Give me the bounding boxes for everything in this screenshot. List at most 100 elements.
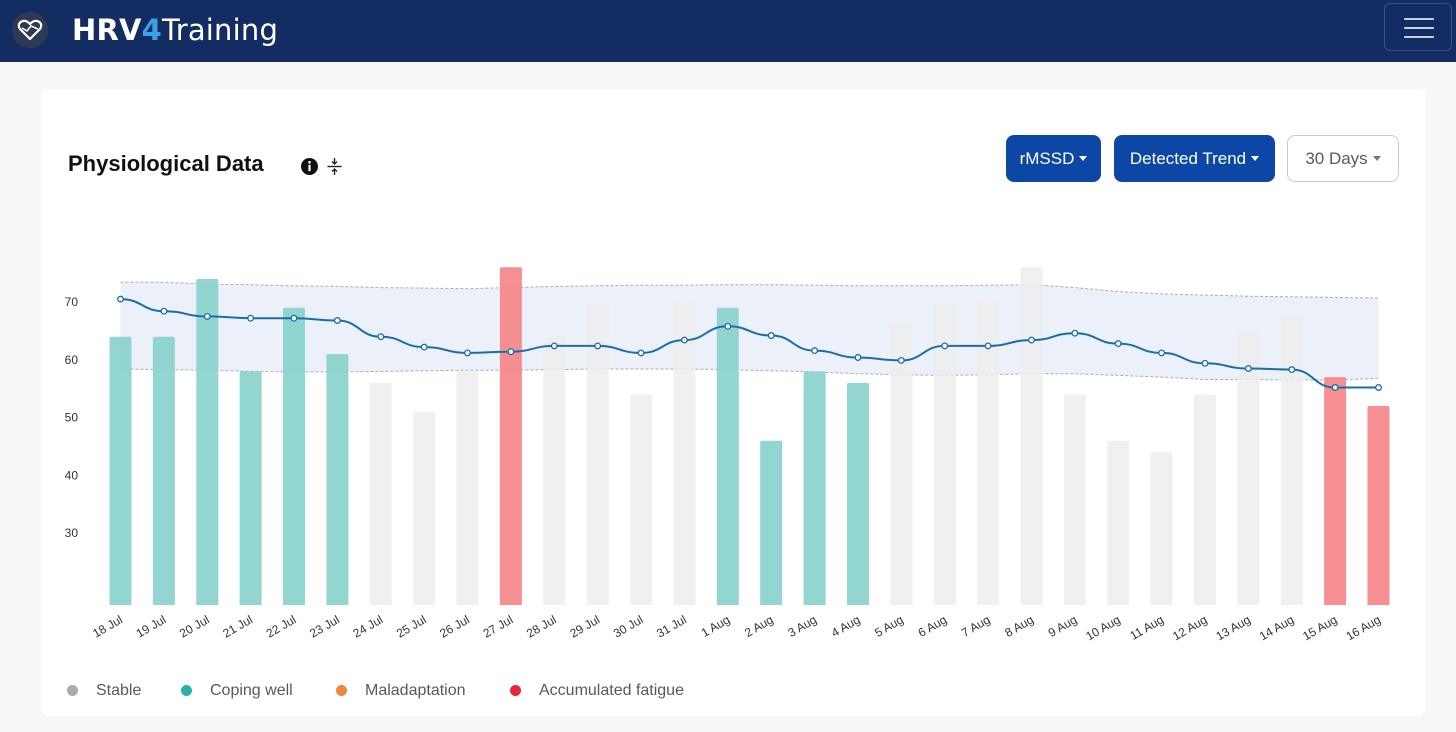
trend-point (290, 314, 298, 322)
y-tick-label: 50 (65, 411, 79, 425)
x-tick-label: 25 Jul (394, 612, 429, 640)
bar-1-aug (716, 307, 739, 605)
trend-point (767, 332, 775, 339)
bar-10-aug (1107, 440, 1130, 605)
x-tick-label: 3 Aug (786, 612, 820, 639)
range-dropdown-button[interactable]: 30 Days (1287, 135, 1399, 182)
x-tick-label: 19 Jul (134, 612, 169, 640)
trend-point (247, 314, 255, 322)
trend-dropdown-label: Detected Trend (1129, 149, 1247, 168)
bar-12-aug (1194, 394, 1216, 605)
x-tick-label: 7 Aug (959, 612, 993, 639)
legend-dot-stable (67, 685, 78, 696)
trend-point (1158, 349, 1166, 357)
x-tick-label: 5 Aug (872, 612, 906, 639)
bar-24-jul (369, 382, 392, 605)
x-tick-label: 21 Jul (220, 612, 255, 640)
x-tick-label: 26 Jul (437, 612, 472, 640)
legend-label-stable[interactable]: Stable (96, 682, 142, 699)
collapse-icon[interactable] (325, 157, 344, 176)
hamburger-line-icon (1404, 27, 1434, 29)
caret-down-icon (1251, 156, 1260, 161)
x-tick-label: 16 Aug (1344, 612, 1383, 643)
trend-dropdown-button[interactable]: Detected Trend (1114, 135, 1275, 182)
legend-dot-accumulated-fatigue (510, 685, 521, 696)
trend-line (120, 298, 1379, 389)
trend-point (1375, 384, 1382, 391)
legend-dot-maladaptation (336, 685, 347, 696)
bar-22-jul (283, 307, 305, 605)
metric-dropdown-button[interactable]: rMSSD (1006, 135, 1101, 182)
bar-28-jul (543, 336, 566, 605)
x-tick-label: 23 Jul (307, 612, 342, 640)
x-tick-label: 13 Aug (1214, 612, 1253, 643)
brand-four: 4 (141, 13, 163, 47)
info-icon[interactable] (300, 157, 319, 176)
bar-19-jul (152, 336, 175, 605)
x-tick-label: 30 Jul (611, 612, 646, 640)
trend-point (377, 333, 385, 341)
trend-point (1071, 329, 1079, 337)
brand-logo-text[interactable]: HRV4Training (72, 11, 278, 49)
x-tick-label: 1 Aug (699, 612, 733, 639)
x-tick-label: 20 Jul (177, 612, 212, 640)
x-tick-label: 9 Aug (1046, 612, 1080, 639)
trend-point (550, 342, 558, 350)
trend-point (160, 307, 168, 315)
bar-5-aug (890, 325, 913, 605)
bar-21-jul (239, 371, 262, 605)
trend-point (117, 295, 124, 303)
bar-27-jul (499, 267, 522, 605)
bar-14-aug (1280, 313, 1303, 605)
brand-training: Training (162, 13, 279, 47)
bar-26-jul (456, 371, 479, 605)
bar-18-jul (109, 336, 132, 605)
trend-point (1288, 366, 1296, 374)
bar-23-jul (326, 354, 349, 605)
trend-point (941, 342, 949, 350)
x-tick-label: 4 Aug (829, 612, 863, 639)
heart-logo-icon[interactable] (11, 11, 49, 49)
trend-point (1331, 384, 1339, 391)
bar-3-aug (803, 371, 826, 605)
trend-point (507, 348, 515, 356)
trend-point (1244, 365, 1252, 372)
x-tick-label: 10 Aug (1083, 612, 1122, 643)
x-tick-label: 2 Aug (742, 612, 776, 639)
legend-label-accumulated-fatigue[interactable]: Accumulated fatigue (539, 682, 684, 699)
legend-label-coping-well[interactable]: Coping well (210, 682, 293, 699)
x-tick-label: 15 Aug (1300, 612, 1339, 643)
trend-point (811, 347, 819, 355)
bar-31-jul (673, 302, 696, 605)
bar-9-aug (1063, 394, 1086, 605)
hamburger-line-icon (1404, 36, 1434, 38)
legend-label-maladaptation[interactable]: Maladaptation (365, 682, 466, 699)
x-tick-label: 29 Jul (567, 612, 602, 640)
bar-8-aug (1020, 267, 1043, 605)
trend-point (203, 312, 211, 320)
trend-point (984, 342, 992, 350)
trend-point (594, 342, 602, 350)
page-title: Physiological Data (68, 151, 264, 176)
y-tick-label: 60 (65, 353, 79, 367)
trend-point (333, 317, 341, 324)
trend-point (1028, 336, 1035, 344)
trend-point (680, 336, 688, 344)
x-tick-label: 28 Jul (524, 612, 559, 640)
bar-16-aug (1367, 406, 1390, 605)
trend-point (420, 343, 428, 351)
legend-dot-coping-well (181, 685, 192, 696)
bar-11-aug (1150, 452, 1173, 605)
x-tick-label: 22 Jul (264, 612, 299, 640)
trend-point (464, 349, 471, 357)
hamburger-menu-button[interactable] (1384, 3, 1452, 51)
trend-point (637, 349, 645, 357)
x-tick-label: 27 Jul (481, 612, 516, 640)
x-tick-label: 12 Aug (1170, 612, 1209, 643)
x-tick-label: 31 Jul (654, 612, 689, 640)
bar-2-aug (760, 440, 783, 605)
caret-down-icon (1372, 156, 1381, 161)
x-tick-label: 14 Aug (1257, 612, 1296, 643)
caret-down-icon (1079, 156, 1088, 161)
y-tick-label: 40 (65, 468, 79, 482)
